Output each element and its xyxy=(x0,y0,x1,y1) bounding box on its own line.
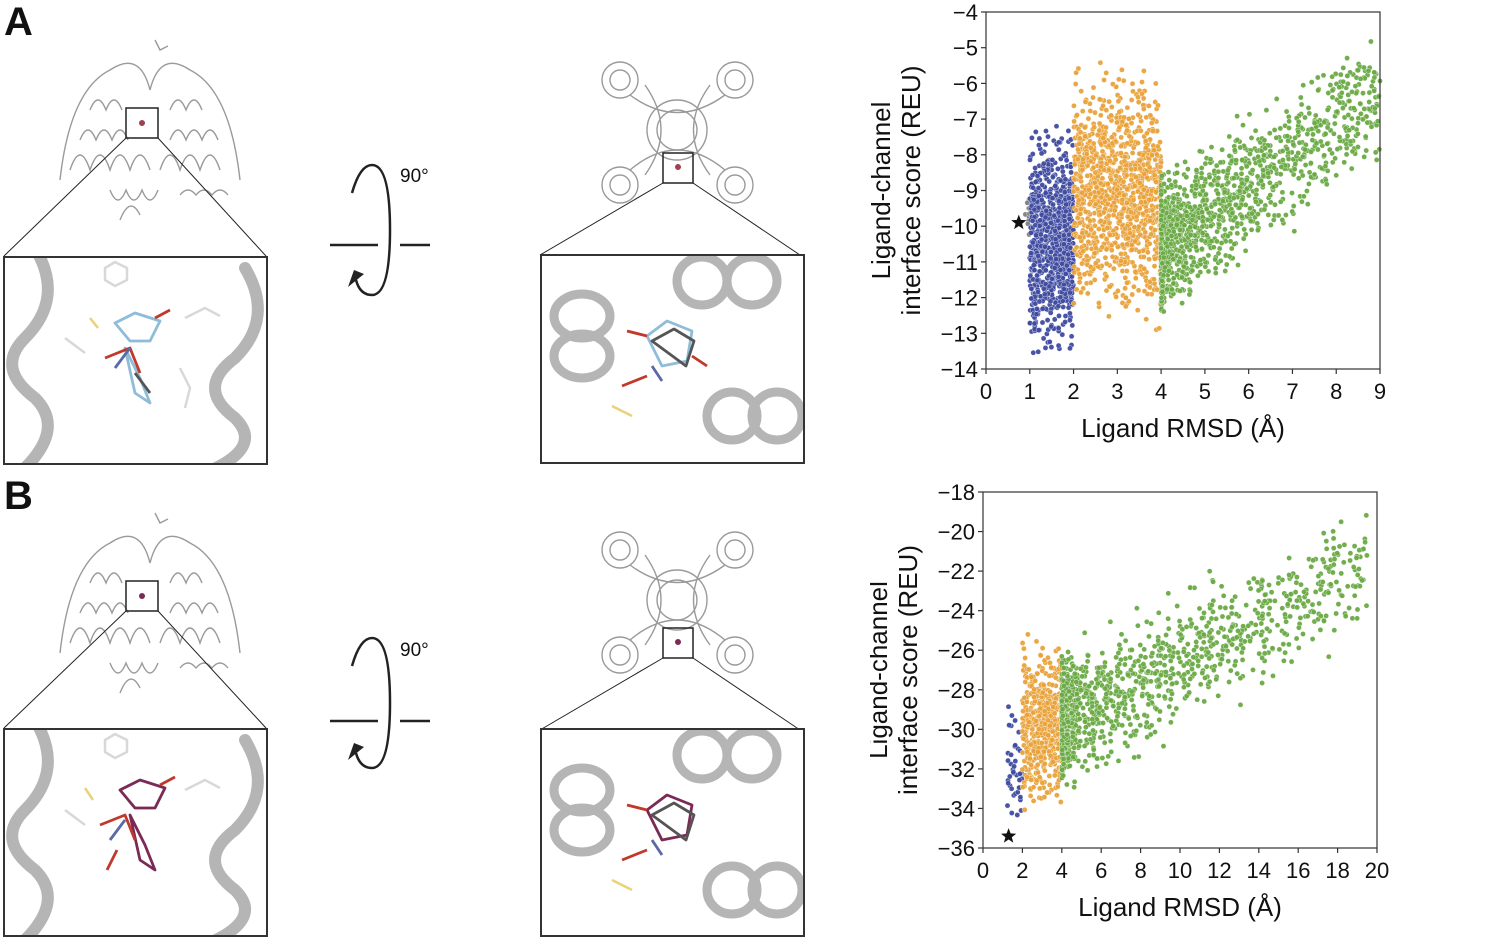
y-tick-label: −8 xyxy=(953,143,978,168)
x-axis: 0 2 4 6 8 10 12 14 16 18 20 xyxy=(977,848,1389,883)
protein-top-view-a xyxy=(601,61,754,204)
y-tick-label: −22 xyxy=(938,559,975,584)
zoom-lines-b xyxy=(3,610,267,729)
x-axis-label: Ligand RMSD (Å) xyxy=(1078,892,1282,922)
x-tick-label: 2 xyxy=(1067,379,1079,404)
x-tick-label: 4 xyxy=(1056,858,1068,883)
scatter-points xyxy=(1004,512,1370,818)
y-tick-label: −18 xyxy=(938,480,975,505)
x-tick-label: 8 xyxy=(1330,379,1342,404)
series-2-4- xyxy=(1070,59,1164,333)
y-tick-label: −28 xyxy=(938,678,975,703)
binding-site-closeup-top-a xyxy=(540,254,805,464)
y-tick-label: −9 xyxy=(953,179,978,204)
binding-site-closeup-top-b xyxy=(540,728,805,937)
y-tick-label: −34 xyxy=(938,796,975,821)
rotation-arrow-a xyxy=(330,163,430,297)
y-tick-label: −4 xyxy=(953,0,978,25)
binding-site-closeup-b xyxy=(3,728,268,937)
y-axis-label: Ligand-channelinterface score (REU) xyxy=(870,66,926,316)
x-tick-label: 2 xyxy=(1016,858,1028,883)
series--4- xyxy=(1059,512,1370,790)
y-tick-label: −13 xyxy=(941,321,978,346)
x-tick-label: 4 xyxy=(1155,379,1167,404)
protein-top-view-b xyxy=(601,531,754,674)
y-tick-label: −11 xyxy=(942,250,978,275)
y-tick-label: −10 xyxy=(941,214,978,239)
protein-side-view-a xyxy=(59,39,241,221)
y-tick-label: −6 xyxy=(953,71,978,96)
protein-side-view-b xyxy=(59,512,241,694)
y-tick-label: −26 xyxy=(938,638,975,663)
zoom-lines-b-top xyxy=(539,657,801,731)
y-tick-label: −30 xyxy=(938,717,975,742)
binding-site-render-top-b xyxy=(549,730,803,919)
x-tick-label: 12 xyxy=(1207,858,1231,883)
x-tick-label: 5 xyxy=(1199,379,1211,404)
zoom-lines-a-top xyxy=(539,182,801,256)
x-tick-label: 10 xyxy=(1168,858,1192,883)
rotation-label-b: 90° xyxy=(400,640,429,661)
scatter-chart-a: 0 1 2 3 4 5 6 7 8 9 −14 −13 −12 −11 −10 −9 −8 −7 −6 −5 −4 Lig… xyxy=(870,0,1386,443)
x-tick-label: 20 xyxy=(1365,858,1389,883)
binding-site-render-b xyxy=(6,730,264,935)
y-axis-label: Ligand-channelinterface score (REU) xyxy=(870,545,923,795)
zoom-lines-a xyxy=(3,137,267,257)
x-tick-label: 0 xyxy=(980,379,992,404)
y-tick-label: −36 xyxy=(938,836,975,861)
x-tick-label: 16 xyxy=(1286,858,1310,883)
x-tick-label: 9 xyxy=(1374,379,1386,404)
x-axis: 0 1 2 3 4 5 6 7 8 9 xyxy=(980,369,1386,404)
x-tick-label: 0 xyxy=(977,858,989,883)
binding-site-render-top-a xyxy=(549,256,803,445)
x-tick-label: 7 xyxy=(1286,379,1298,404)
star-marker-icon xyxy=(1011,214,1027,230)
star-marker-icon xyxy=(1001,828,1017,843)
series-2-4- xyxy=(1019,631,1065,813)
x-tick-label: 6 xyxy=(1095,858,1107,883)
y-tick-label: −32 xyxy=(938,757,975,782)
x-axis-label: Ligand RMSD (Å) xyxy=(1081,413,1285,443)
y-tick-label: −5 xyxy=(953,36,978,61)
y-tick-label: −14 xyxy=(941,357,978,382)
y-tick-label: −24 xyxy=(938,599,975,624)
panel-label-b: B xyxy=(4,474,33,518)
y-tick-label: −12 xyxy=(941,286,978,311)
x-tick-label: 8 xyxy=(1134,858,1146,883)
x-tick-label: 3 xyxy=(1111,379,1123,404)
scatter-points xyxy=(1022,38,1383,356)
rotation-label-a: 90° xyxy=(400,166,429,187)
scatter-chart-b: 0 2 4 6 8 10 12 14 16 18 20 −36 −34 −32 −30 −28 −26 −24 −2… xyxy=(870,480,1389,922)
binding-site-render-a xyxy=(6,258,264,463)
binding-site-closeup-a xyxy=(3,256,268,465)
panel-label-a: A xyxy=(4,0,33,44)
y-axis: −14 −13 −12 −11 −10 −9 −8 −7 −6 −5 −4 xyxy=(941,0,986,382)
arrowhead-icon xyxy=(348,270,364,287)
x-tick-label: 1 xyxy=(1024,379,1036,404)
y-tick-label: −20 xyxy=(938,520,975,545)
x-tick-label: 14 xyxy=(1247,858,1271,883)
series-1-2- xyxy=(1004,703,1025,818)
y-tick-label: −7 xyxy=(953,107,978,132)
series-1-2- xyxy=(1027,123,1077,356)
y-axis: −36 −34 −32 −30 −28 −26 −24 −22 −20 −18 xyxy=(938,480,983,861)
x-tick-label: 6 xyxy=(1243,379,1255,404)
arrowhead-icon xyxy=(348,743,364,760)
x-tick-label: 18 xyxy=(1325,858,1349,883)
series--4- xyxy=(1158,38,1383,315)
rotation-arrow-b xyxy=(330,636,430,770)
